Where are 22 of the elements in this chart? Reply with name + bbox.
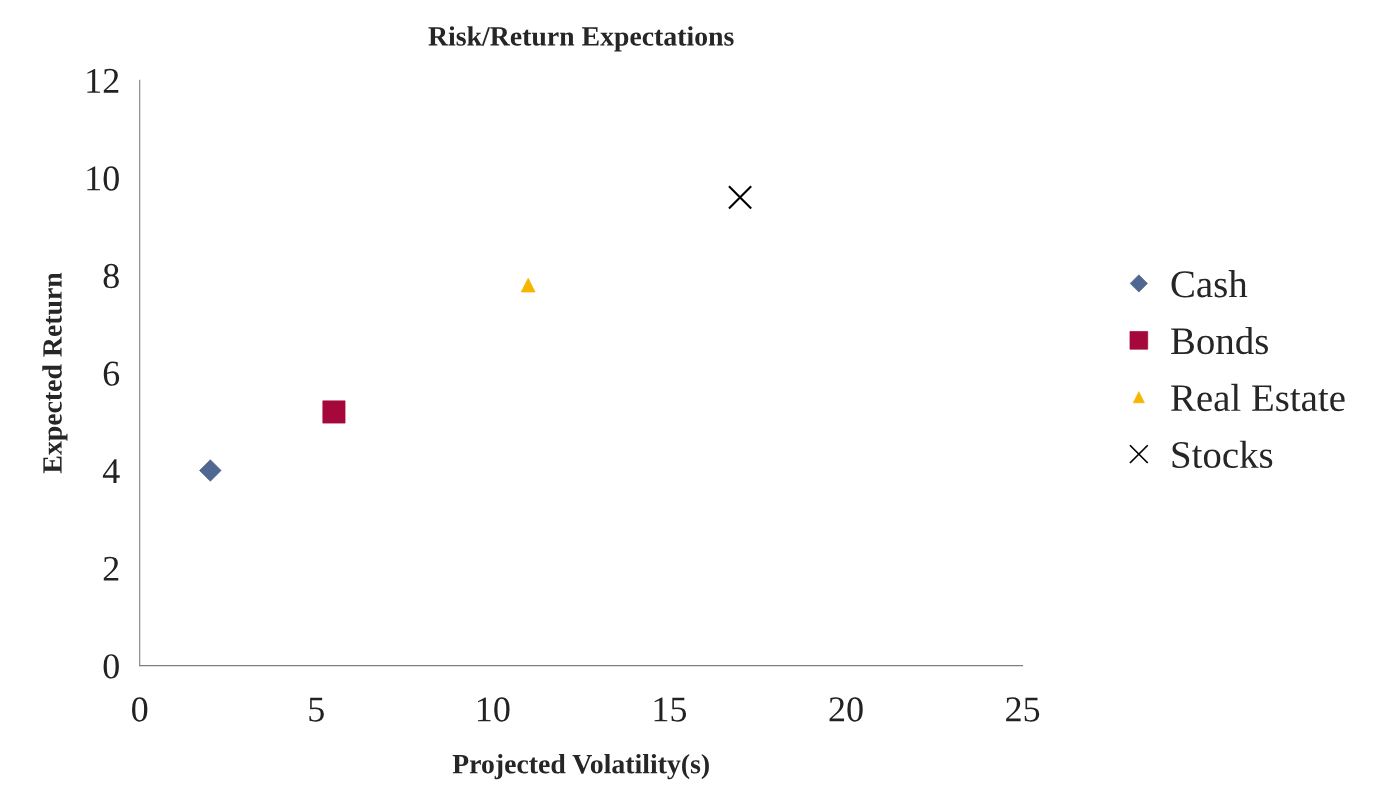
x-axis-title: Projected Volatility(s) [452, 753, 709, 780]
y-tick-label: 4 [102, 459, 120, 484]
x-tick-label: 25 [1006, 697, 1040, 722]
y-tick-label: 6 [103, 361, 120, 386]
legend-label: Cash [1171, 270, 1248, 298]
legend-label: Bonds [1171, 326, 1268, 355]
x-tick-label: 0 [132, 697, 148, 722]
x-tick-label: 20 [829, 697, 863, 722]
legend-label: Stocks [1172, 440, 1273, 469]
y-tick-label: 0 [103, 654, 119, 679]
y-axis-title: Expected Return [42, 272, 68, 474]
y-tick-label: 8 [103, 263, 119, 289]
legend-label: Real Estate [1171, 383, 1345, 412]
x-tick-label: 5 [309, 697, 324, 722]
x-tick-label: 15 [654, 697, 687, 722]
y-tick-label: 2 [103, 556, 119, 581]
point [727, 185, 753, 210]
point [322, 400, 346, 424]
chart-title: Risk/Return Expectations [428, 26, 734, 52]
y-tick-label: 10 [87, 166, 119, 191]
y-tick-label: 12 [87, 68, 119, 93]
x-tick-label: 10 [477, 697, 510, 722]
